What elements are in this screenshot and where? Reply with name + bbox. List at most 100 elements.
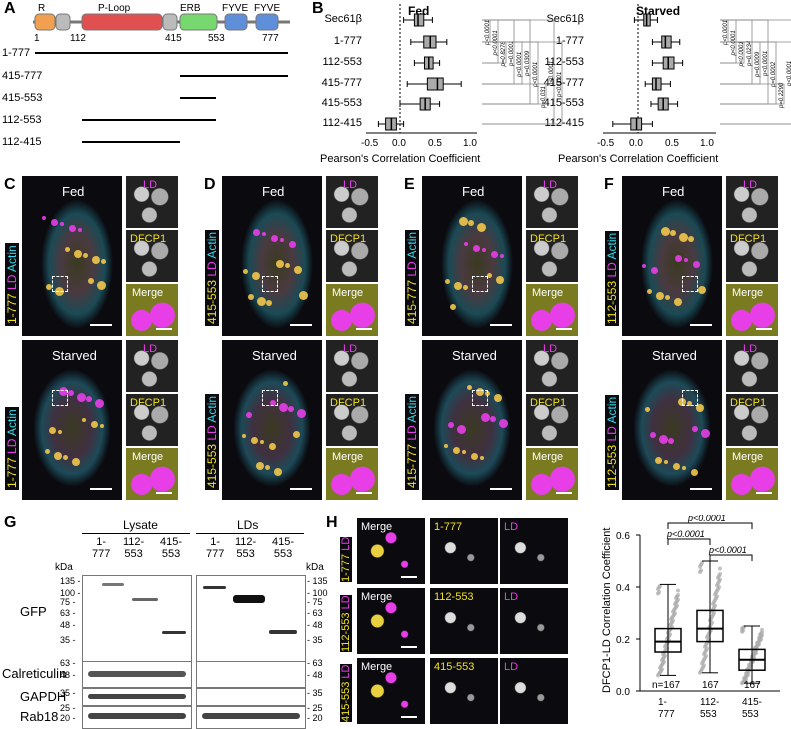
gapdh-label: GAPDH (20, 689, 67, 704)
inset-dfcp1: DFCP1 (526, 394, 578, 446)
fed-pvalue-8: p<0.0001 (549, 61, 555, 87)
band-cal-1 (88, 671, 186, 677)
h-point (702, 663, 706, 668)
starved-pvalue-6: p=0.0002 (771, 61, 777, 88)
h-image-label: LD (504, 661, 519, 673)
fed-pvalue-2: p=0.8278 (501, 41, 507, 68)
scale-bar (290, 488, 312, 490)
droplet (68, 390, 74, 396)
h-point (699, 568, 703, 573)
h-point (668, 632, 672, 637)
domain-diagram: R P-Loop ERB FYVE FYVE 1 112 415 553 777 (33, 3, 290, 143)
droplet (655, 457, 662, 464)
droplet (274, 468, 282, 476)
construct-label-1: 415-777 (2, 70, 43, 82)
droplet (656, 292, 664, 300)
starved-xtick-3: 1.0 (700, 138, 714, 149)
droplet (262, 232, 266, 236)
starved-xlabel: Pearson's Correlation Coefficient (558, 153, 718, 165)
tick-112: 112 (70, 33, 86, 44)
inset-dfcp1: DFCP1 (526, 230, 578, 282)
droplet (463, 285, 468, 290)
h-point (671, 618, 675, 623)
droplet (88, 278, 94, 284)
marker-rab_markers-1-1: - 20 (307, 713, 323, 723)
h-image-1-construct: 112-553 (430, 588, 498, 654)
droplet (661, 227, 670, 236)
band-rab-1 (88, 713, 186, 719)
h-point (760, 633, 764, 638)
droplet (59, 387, 68, 396)
h-point (710, 620, 714, 625)
droplet (265, 465, 270, 470)
inset-label: Merge (332, 451, 364, 463)
b-starved-row-label-1: 1-777 (555, 35, 584, 47)
droplet (58, 430, 62, 434)
inset-label: Merge (532, 451, 564, 463)
tick-553: 553 (208, 33, 225, 44)
h-point (676, 597, 680, 602)
domain-ploop (81, 13, 163, 31)
droplet (487, 273, 492, 278)
h-image-label: 415-553 (434, 661, 475, 673)
droplet (69, 225, 76, 232)
construct-label-3: 112-553 (2, 114, 42, 126)
droplet (299, 291, 308, 300)
inset-ld: LD (526, 340, 578, 392)
fed-xlabel: Pearson's Correlation Coefficient (320, 153, 480, 165)
droplet (698, 286, 706, 294)
starved-xtick-0: -0.5 (597, 138, 615, 149)
condition-label: Fed (262, 184, 285, 199)
gfp-label: GFP (20, 604, 47, 619)
starved-box-0 (633, 13, 658, 27)
droplet (65, 247, 70, 252)
inset-label: LD (543, 343, 558, 355)
cell-image-c-starved: Starved (22, 340, 122, 500)
droplet (243, 269, 248, 274)
lysate-underline (82, 533, 190, 534)
fed-pvalue-0: p<0.0001 (485, 20, 491, 46)
marker-gfp_markers-5-0: 35 - (60, 635, 76, 645)
scale-bar (356, 492, 372, 494)
lds-underline (196, 533, 304, 534)
h-row-label-1: 112-553 LD (340, 595, 352, 652)
fed-pvalue-6: p<0.0001 (533, 62, 539, 88)
starved-xtick-1: 0.0 (629, 138, 643, 149)
h-point (700, 560, 704, 565)
h-image-label: 112-553 (434, 591, 474, 603)
fed-pvalue-5: p=0.0309 (525, 50, 531, 77)
marker-cal_markers-0-0: 63 - (60, 658, 76, 668)
marker-gfp_markers-3-1: - 63 (307, 608, 323, 618)
droplet (500, 254, 504, 258)
droplet (471, 453, 478, 460)
cell-image-f-fed: Fed (622, 176, 722, 336)
h-point (760, 630, 764, 635)
starved-box-3 (644, 77, 671, 91)
construct-label-0: 1-777 (2, 47, 31, 59)
fed-bracket-7 (482, 83, 547, 105)
droplet (494, 394, 502, 402)
inset-dfcp1: DFCP1 (726, 230, 778, 282)
inset-box (682, 276, 698, 292)
h-image-2-merge: Merge (357, 658, 425, 724)
marker-rab_markers-1-0: 20 - (60, 713, 76, 723)
droplet (82, 418, 86, 422)
droplet (283, 381, 288, 386)
band-gfp-6 (269, 630, 297, 634)
band-rab-2 (202, 713, 300, 719)
inset-label: DFCP1 (730, 397, 767, 409)
side-label-f-1: 112-553 LD Actin (605, 394, 619, 490)
domain-erb (179, 13, 218, 31)
inset-ld: LD (126, 176, 178, 228)
scale-bar (490, 324, 512, 326)
b-fed-row-label-2: 112-553 (322, 56, 362, 68)
domain-ploop-label: P-Loop (98, 3, 131, 14)
droplet (496, 276, 504, 284)
h-point (715, 594, 719, 599)
scale-bar (690, 324, 712, 326)
droplet (691, 469, 698, 476)
fed-box-3 (406, 77, 462, 91)
droplet (78, 228, 82, 232)
inset-ld: LD (726, 176, 778, 228)
droplet (97, 281, 106, 290)
